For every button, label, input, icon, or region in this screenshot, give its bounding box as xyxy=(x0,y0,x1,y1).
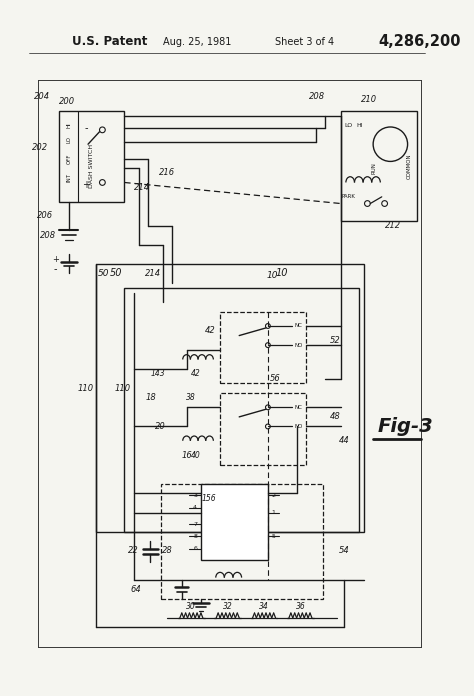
Text: LO: LO xyxy=(66,136,72,143)
Text: 200: 200 xyxy=(59,97,75,106)
Text: 4: 4 xyxy=(193,505,197,510)
Text: 40: 40 xyxy=(191,450,201,459)
Text: NO: NO xyxy=(295,342,303,347)
Text: COMMON: COMMON xyxy=(407,153,412,179)
Text: Aug. 25, 1981: Aug. 25, 1981 xyxy=(163,37,231,47)
Text: HI: HI xyxy=(356,122,363,127)
Text: 52: 52 xyxy=(329,336,340,345)
Bar xyxy=(341,111,417,221)
Text: Fig-3: Fig-3 xyxy=(378,417,434,436)
Text: 56: 56 xyxy=(270,374,281,383)
Text: 202: 202 xyxy=(32,143,48,152)
Text: 44: 44 xyxy=(339,436,350,445)
Text: 18: 18 xyxy=(146,393,156,402)
Text: 204: 204 xyxy=(34,92,50,101)
Text: PARK: PARK xyxy=(341,194,355,199)
Text: 32: 32 xyxy=(223,602,233,611)
Text: NC: NC xyxy=(295,324,302,329)
Text: LO: LO xyxy=(344,122,352,127)
Text: 5: 5 xyxy=(272,534,275,539)
Text: OFF: OFF xyxy=(66,153,72,164)
Text: 212: 212 xyxy=(385,221,401,230)
Text: 4,286,200: 4,286,200 xyxy=(378,34,460,49)
Text: 28: 28 xyxy=(162,546,173,555)
Text: 48: 48 xyxy=(329,413,340,421)
Text: HI: HI xyxy=(66,122,72,128)
Text: INT: INT xyxy=(66,173,72,182)
Text: NO: NO xyxy=(295,424,303,429)
Bar xyxy=(124,287,359,532)
Text: 110: 110 xyxy=(114,383,130,393)
Text: 16: 16 xyxy=(181,450,192,459)
Bar xyxy=(161,484,323,599)
Bar xyxy=(201,484,268,560)
Text: 2: 2 xyxy=(272,493,276,498)
Text: 208: 208 xyxy=(40,230,56,239)
Text: 22: 22 xyxy=(128,546,138,555)
Text: 210: 210 xyxy=(361,95,377,104)
Text: 38: 38 xyxy=(186,393,196,402)
Bar xyxy=(220,393,306,465)
Text: 214: 214 xyxy=(145,269,161,278)
Text: 1: 1 xyxy=(272,510,275,515)
Text: NC: NC xyxy=(295,405,302,410)
Text: 206: 206 xyxy=(37,212,53,221)
Text: 36: 36 xyxy=(296,602,305,611)
Text: 6: 6 xyxy=(193,546,197,551)
Text: 156: 156 xyxy=(201,493,216,503)
Text: 64: 64 xyxy=(130,585,141,594)
Text: 110: 110 xyxy=(78,383,94,393)
Text: -: - xyxy=(84,123,88,133)
Text: 50: 50 xyxy=(110,269,123,278)
Text: U.S. Patent: U.S. Patent xyxy=(72,35,147,48)
Text: 50: 50 xyxy=(98,269,109,278)
Text: 208: 208 xyxy=(309,92,325,101)
Text: 216: 216 xyxy=(159,168,175,177)
Text: 42: 42 xyxy=(205,326,216,335)
Text: 10: 10 xyxy=(276,269,289,278)
Bar xyxy=(96,264,364,532)
Text: +: + xyxy=(82,180,90,190)
Text: 214: 214 xyxy=(134,183,150,192)
Text: 8: 8 xyxy=(193,534,197,539)
Text: 34: 34 xyxy=(259,602,269,611)
Text: 143: 143 xyxy=(151,370,165,379)
Text: 54: 54 xyxy=(339,546,350,555)
Text: 20: 20 xyxy=(155,422,166,431)
Text: 10: 10 xyxy=(267,271,278,280)
Text: 7: 7 xyxy=(193,521,197,527)
Text: RUN: RUN xyxy=(372,162,377,174)
Text: 30: 30 xyxy=(186,602,196,611)
Bar xyxy=(220,312,306,383)
Text: DASH SWITCH: DASH SWITCH xyxy=(90,143,94,188)
Bar xyxy=(59,111,124,202)
Text: Sheet 3 of 4: Sheet 3 of 4 xyxy=(274,37,334,47)
Text: 42: 42 xyxy=(191,370,201,379)
Text: -: - xyxy=(54,264,57,274)
Text: +: + xyxy=(52,255,59,264)
Text: 3: 3 xyxy=(193,493,197,498)
